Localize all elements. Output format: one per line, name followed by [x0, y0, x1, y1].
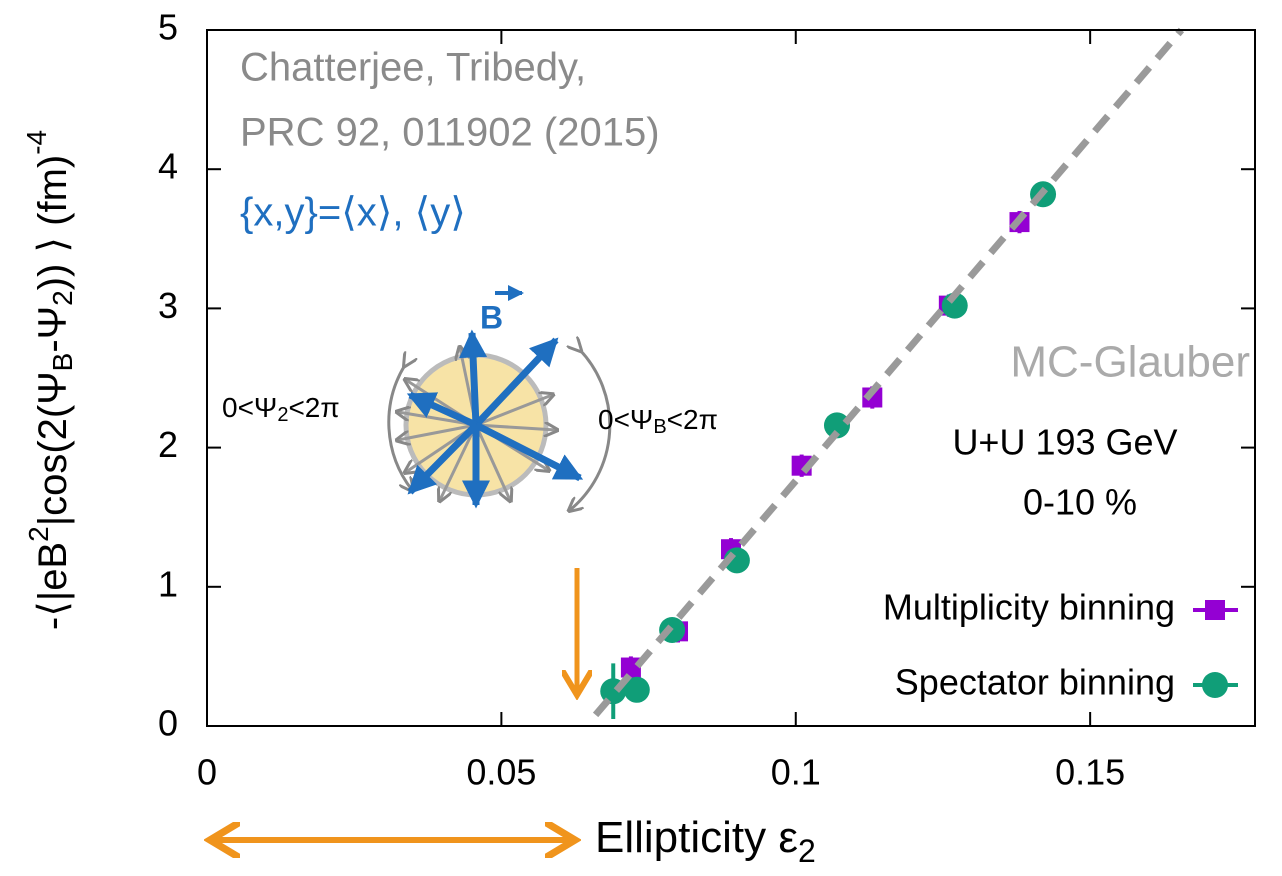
psiB-part: <2π [667, 404, 718, 435]
y-tick-label: 4 [158, 146, 178, 187]
psi2-part: 0<Ψ [222, 392, 277, 423]
y-tick-label: 5 [158, 7, 178, 48]
x-axis-label: Ellipticity ε2 [595, 813, 816, 870]
psi2-part: 2 [277, 404, 288, 426]
legend-label: Multiplicity binning [883, 587, 1175, 628]
model-label: MC-Glauber [1010, 338, 1250, 387]
x-tick-label: 0.05 [466, 752, 536, 793]
x-label-part: Ellipticity ε [595, 813, 798, 862]
legend-marker [1205, 600, 1225, 620]
psiB-part: B [653, 416, 666, 438]
y-tick-label: 1 [158, 563, 178, 604]
centrality-label: 0-10 % [1023, 482, 1137, 523]
x-tick-label: 0.1 [771, 752, 821, 793]
legend: Multiplicity binning Spectator binning [883, 587, 1238, 703]
y-tick-label: 3 [158, 285, 178, 326]
y-label-part: -⟨|eB [31, 542, 75, 630]
y-label-part: 2 [23, 526, 54, 542]
psiB-part: 0<Ψ [598, 404, 653, 435]
y-label-part: |cos(2(Ψ [31, 371, 75, 526]
y-label-part: )) ⟩ (fm) [31, 155, 75, 291]
coords-note: {x,y}=⟨x⟩, ⟨y⟩ [240, 191, 466, 235]
y-axis-label: -⟨|eB2|cos(2(ΨB-Ψ2)) ⟩ (fm)-4 [21, 130, 78, 630]
y-tick-label: 0 [158, 703, 178, 744]
system-label: U+U 193 GeV [952, 422, 1177, 463]
legend-label: Spectator binning [895, 662, 1175, 703]
y-tick-label: 2 [158, 424, 178, 465]
y-label-part: -Ψ [31, 306, 75, 353]
y-label-part: 2 [47, 290, 78, 306]
legend-marker [1202, 672, 1228, 698]
x-tick-label: 0.15 [1055, 752, 1125, 793]
field-label: B [480, 299, 503, 335]
chart: 00.050.10.15012345 -⟨|eB2|cos(2(ΨB-Ψ2)) … [0, 0, 1282, 876]
y-label-part: B [47, 353, 78, 372]
x-tick-label: 0 [197, 752, 217, 793]
psi2-label: 0<Ψ2<2π [222, 392, 340, 426]
psi2-part: <2π [288, 392, 339, 423]
x-label-part: 2 [798, 833, 816, 869]
reference: PRC 92, 011902 (2015) [240, 111, 660, 155]
field-diagram: B 0<Ψ2<2π 0<ΨB<2π [222, 293, 718, 510]
reference: Chatterjee, Tribedy, [240, 46, 586, 90]
psiB-label: 0<ΨB<2π [598, 404, 718, 438]
y-label-part: -4 [21, 130, 52, 155]
